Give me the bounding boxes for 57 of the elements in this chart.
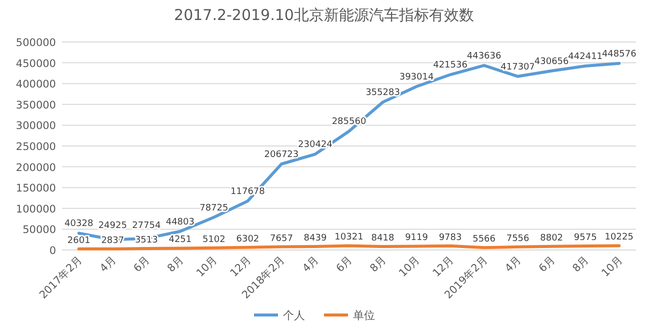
data-label: 448576	[602, 49, 637, 60]
data-label: 355283	[366, 88, 400, 98]
data-label: 24925	[98, 221, 127, 231]
y-tick-label: 250000	[16, 141, 56, 153]
y-tick-label: 300000	[16, 120, 56, 132]
x-tick-label: 4月	[502, 254, 524, 275]
data-label: 7556	[506, 234, 530, 244]
x-tick-label: 6月	[334, 254, 356, 275]
data-label: 40328	[64, 219, 94, 230]
y-tick-label: 450000	[16, 58, 56, 70]
x-tick-label: 12月	[430, 254, 456, 280]
x-tick-label: 8月	[165, 254, 186, 275]
x-tick-label: 10月	[396, 254, 423, 280]
y-tick-label: 50000	[22, 224, 56, 236]
x-tick-label: 6月	[536, 254, 558, 275]
x-tick-label: 4月	[98, 254, 119, 275]
data-label: 430656	[534, 56, 570, 67]
data-label: 6302	[236, 234, 260, 244]
data-label: 8418	[371, 234, 394, 244]
data-label: 9575	[574, 233, 597, 244]
x-tick-label: 10月	[600, 254, 626, 280]
title: 2017.2-2019.10北京新能源汽车指标有效数	[174, 6, 474, 24]
data-label: 78725	[200, 203, 228, 214]
data-label: 417307	[500, 62, 536, 72]
x-tick-label: 8月	[570, 254, 592, 275]
y-tick-label: 100000	[16, 203, 56, 216]
data-label: 206723	[264, 150, 299, 160]
data-label: 44803	[166, 217, 194, 228]
x-tick-label: 12月	[228, 254, 254, 280]
x-tick-label: 10月	[194, 254, 220, 280]
data-label: 7657	[270, 234, 293, 244]
data-label: 421536	[433, 60, 468, 71]
y-tick-label: 200000	[16, 162, 56, 174]
x-tick-label: 4月	[300, 254, 322, 275]
y-tick-label: 500000	[16, 37, 56, 49]
data-label: 393014	[399, 72, 434, 83]
legend-label: 个人	[283, 309, 305, 322]
data-label: 2601	[67, 236, 90, 246]
legend-label: 单位	[353, 309, 375, 322]
data-label: 4251	[168, 235, 192, 246]
data-label: 442411	[568, 52, 603, 62]
data-label: 10321	[334, 232, 364, 243]
data-label: 9783	[438, 232, 462, 243]
data-label: 5566	[472, 234, 496, 245]
data-label: 8802	[540, 233, 564, 244]
data-label: 27754	[132, 221, 161, 231]
x-tick-label: 8月	[368, 254, 389, 275]
y-tick-label: 350000	[16, 99, 56, 112]
data-label: 9119	[405, 233, 428, 244]
data-label: 443636	[466, 51, 502, 62]
x-tick-label: 6月	[132, 254, 153, 275]
data-label: 10225	[604, 232, 634, 243]
y-tick-label: 0	[49, 245, 56, 257]
y-tick-label: 150000	[16, 182, 56, 195]
data-label: 8439	[304, 233, 327, 244]
data-label: 5102	[202, 234, 226, 245]
y-tick-label: 400000	[16, 78, 56, 91]
